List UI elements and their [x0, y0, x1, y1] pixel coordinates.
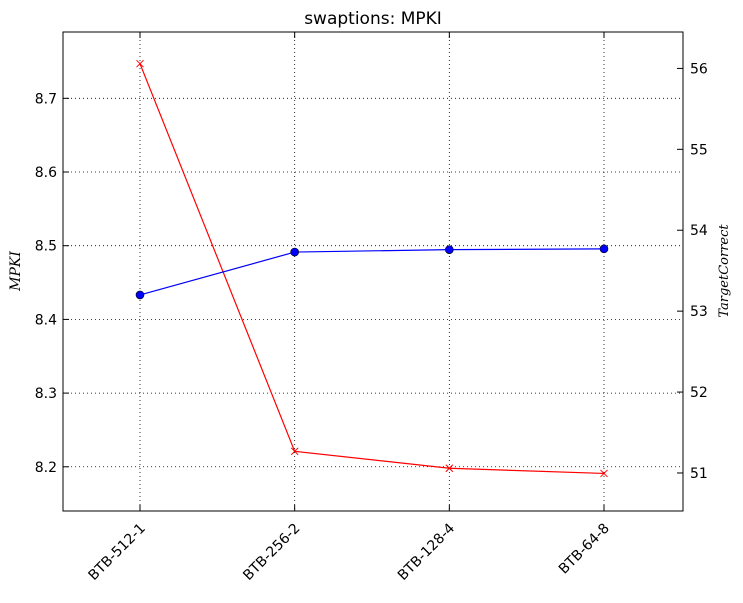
mpki-point	[600, 469, 608, 478]
target-correct-line	[139, 248, 605, 296]
chart-title: swaptions: MPKI	[304, 9, 442, 29]
mpki-point	[445, 464, 454, 473]
target-correct-point	[599, 244, 609, 254]
y-tick-label: 8.6	[35, 165, 57, 181]
plot-frame	[62, 31, 684, 512]
target-correct-point	[445, 245, 454, 254]
y2-axis-label: TargetCorrect	[717, 224, 732, 318]
mpki-point	[290, 447, 299, 456]
y-tick-label: 8.3	[35, 386, 57, 402]
y2-tick-label: 56	[690, 61, 708, 77]
series-layer	[135, 59, 609, 478]
target-correct-point	[135, 290, 145, 300]
y-tick-label: 8.2	[35, 460, 57, 476]
y-tick-label: 8.7	[35, 91, 57, 107]
mpki-line	[139, 63, 605, 475]
y2-tick-label: 51	[690, 466, 708, 482]
y-axis-label: MPKI	[8, 251, 24, 292]
y-tick-label: 8.4	[35, 312, 57, 328]
target-correct-point	[290, 247, 299, 257]
y2-tick-label: 52	[690, 385, 708, 401]
mpki-point	[136, 59, 144, 68]
y2-tick-label: 54	[690, 223, 708, 239]
grid-layer	[63, 32, 683, 511]
y2-tick-label: 53	[690, 304, 708, 320]
y-tick-label: 8.5	[35, 239, 57, 255]
y2-tick-label: 55	[690, 142, 708, 158]
